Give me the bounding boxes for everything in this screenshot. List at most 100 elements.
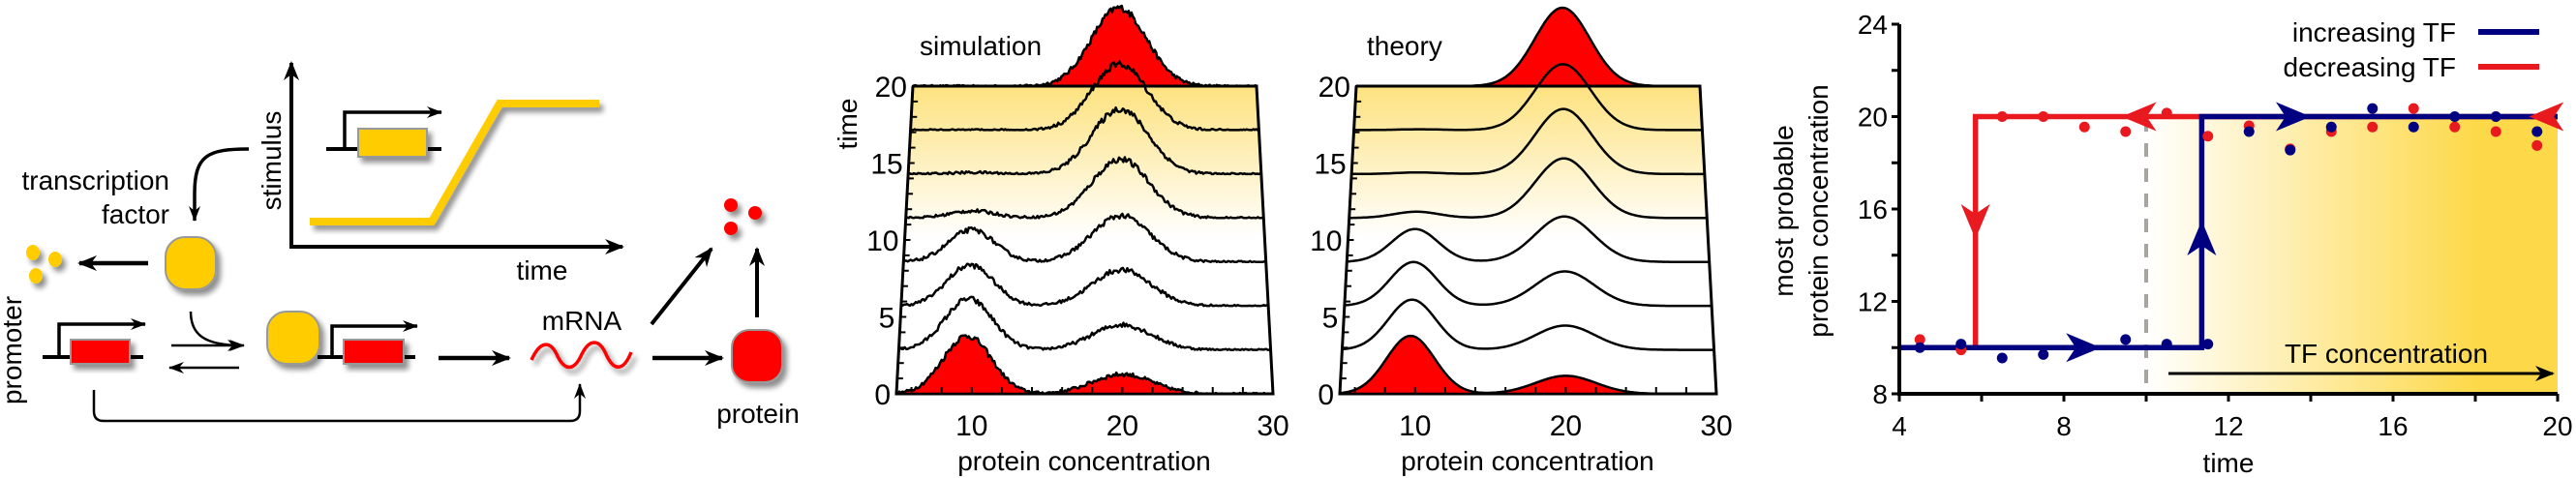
hysteresis-ylabel-line1: most probable	[1769, 125, 1799, 296]
direction-arrow-left	[2121, 102, 2157, 132]
free-promoter-gene-icon	[43, 318, 146, 365]
y-tick-label: 10	[866, 225, 898, 257]
ridge-curve	[1347, 215, 1710, 263]
data-point	[1955, 339, 1967, 350]
y-tick-label: 5	[1322, 303, 1339, 335]
x-tick-label: 4	[1892, 411, 1907, 441]
theory-ridgeline-chart: theory protein concentration 10 20 30 0 5 10 1…	[1310, 6, 1733, 476]
stimulus-time-label: time	[517, 255, 568, 285]
x-tick-label: 30	[1700, 410, 1732, 442]
y-tick-label: 16	[1858, 194, 1888, 224]
stimulus-to-tf-arrow	[189, 147, 250, 222]
data-point	[2531, 126, 2543, 137]
y-tick-label: 15	[870, 149, 902, 181]
transcription-factor-icon	[165, 236, 217, 290]
x-tick-label: 20	[1106, 410, 1138, 442]
x-tick-label: 30	[1257, 410, 1288, 442]
y-tick-label: 0	[1318, 379, 1334, 411]
data-point	[2243, 126, 2255, 137]
y-tick-label: 12	[1858, 287, 1888, 317]
stimulus-plot-inset: stimulus time	[257, 61, 624, 285]
reporter-gene-icon	[326, 106, 442, 158]
data-point	[2367, 103, 2379, 114]
ridge-curve	[907, 105, 1261, 176]
x-tick-label: 10	[955, 410, 987, 442]
data-point	[2038, 111, 2049, 122]
data-point	[1914, 334, 1925, 345]
y-tick-label: 5	[879, 303, 895, 335]
mrna-degradation-arrow	[650, 247, 713, 326]
x-tick-label: 20	[1550, 410, 1582, 442]
x-tick-label: 20	[2542, 411, 2572, 441]
promoter-label: promoter	[0, 296, 27, 404]
ridge-curve	[1353, 63, 1703, 132]
data-point	[2078, 121, 2090, 133]
ridge-curve	[1351, 107, 1705, 176]
data-point	[1996, 111, 2008, 122]
data-point	[2325, 121, 2337, 133]
x-tick-label: 8	[2056, 411, 2072, 441]
direction-arrow-left	[2529, 102, 2564, 132]
protein-icon	[731, 329, 783, 383]
data-point	[2408, 121, 2419, 133]
data-point	[2202, 131, 2214, 142]
simulation-title: simulation	[920, 31, 1042, 61]
tf-concentration-gradient-region	[2146, 118, 2558, 394]
stimulus-ramp-curve	[310, 100, 599, 225]
ridge-curve	[900, 262, 1269, 308]
y-tick-label: 15	[1314, 149, 1346, 181]
data-point	[2120, 126, 2132, 137]
y-tick-label: 20	[875, 72, 907, 104]
data-point	[2161, 339, 2172, 350]
hysteresis-ylabel-line2: protein concentration	[1803, 84, 1834, 338]
ridge-curve	[897, 295, 1271, 351]
data-point	[2120, 334, 2132, 345]
direction-arrow-right	[2276, 102, 2311, 132]
ridge-curve	[1349, 157, 1708, 220]
ridge-curve	[905, 156, 1264, 220]
direction-arrow-down	[1960, 204, 1990, 240]
data-point	[1996, 352, 2008, 364]
y-tick-label: 24	[1858, 10, 1888, 40]
data-point	[1914, 342, 1925, 353]
tf-concentration-annotation: TF concentration	[2285, 339, 2488, 369]
x-tick-label: 10	[1399, 410, 1431, 442]
legend-label-decreasing: decreasing TF	[2284, 52, 2456, 82]
protein-label: protein	[716, 399, 800, 429]
data-point	[2038, 348, 2049, 360]
direction-arrow-right	[2066, 333, 2102, 363]
hysteresis-xlabel: time	[2203, 448, 2255, 478]
x-tick-label: 16	[2378, 411, 2408, 441]
stimulus-axis-label: stimulus	[257, 111, 287, 211]
direction-arrow-up	[2187, 220, 2217, 255]
x-tick-label: 12	[2213, 411, 2243, 441]
legend: increasing TF decreasing TF	[2284, 17, 2539, 82]
theory-xlabel: protein concentration	[1401, 446, 1654, 476]
theory-title: theory	[1367, 31, 1442, 61]
mrna-icon	[530, 341, 633, 370]
bound-promoter-gene-icon	[266, 311, 418, 365]
gene-regulation-diagram: stimulus time transcription factor promo…	[0, 61, 800, 429]
ridge-curve	[1342, 298, 1714, 351]
y-tick-label: 20	[1858, 103, 1888, 133]
degraded-protein-fragments-icon	[724, 198, 762, 235]
legend-label-increasing: increasing TF	[2292, 17, 2456, 47]
ridge-curve	[910, 60, 1259, 132]
simulation-xlabel: protein concentration	[957, 446, 1211, 476]
data-point	[2285, 144, 2296, 156]
data-point	[2367, 121, 2379, 133]
basal-transcription-arrow	[92, 383, 586, 423]
ridge-curve-filled	[894, 334, 1275, 396]
data-point	[2408, 103, 2419, 114]
data-point	[2161, 107, 2172, 119]
tf-label-line1: transcription	[21, 165, 169, 195]
data-point	[2490, 126, 2501, 137]
data-point	[2449, 121, 2461, 133]
tf-label-line2: factor	[102, 199, 169, 229]
y-tick-label: 10	[1310, 225, 1342, 257]
data-point	[2490, 111, 2501, 122]
y-tick-label: 8	[1872, 379, 1888, 409]
